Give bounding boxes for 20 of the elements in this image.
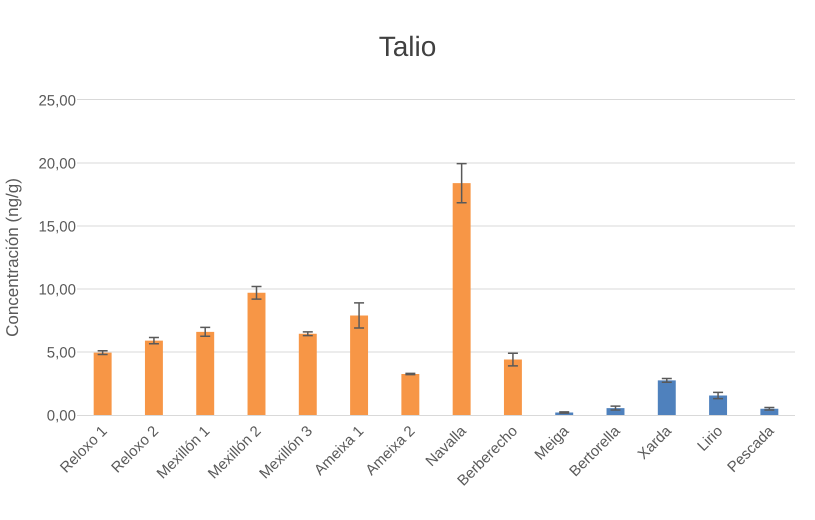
y-tick-label: 10,00	[38, 281, 76, 298]
bar	[298, 334, 317, 415]
y-axis-title: Concentración (ng/g)	[3, 178, 22, 337]
bar	[196, 332, 214, 415]
y-tick-label: 5,00	[46, 344, 76, 362]
y-tick-label: 25,00	[38, 92, 76, 110]
bar	[401, 374, 420, 415]
x-tick-label: Lirio	[694, 422, 726, 455]
bar	[248, 292, 266, 415]
bar	[658, 380, 676, 415]
bar	[504, 360, 522, 415]
y-tick-label: 0,00	[46, 407, 76, 424]
bar	[709, 395, 728, 415]
y-tick-label: 20,00	[38, 155, 76, 172]
bar	[350, 315, 368, 415]
bar	[452, 183, 471, 415]
bar	[144, 340, 163, 415]
y-tick-label: 15,00	[38, 218, 76, 236]
chart-title: Talio	[378, 31, 436, 62]
bar	[94, 352, 112, 415]
